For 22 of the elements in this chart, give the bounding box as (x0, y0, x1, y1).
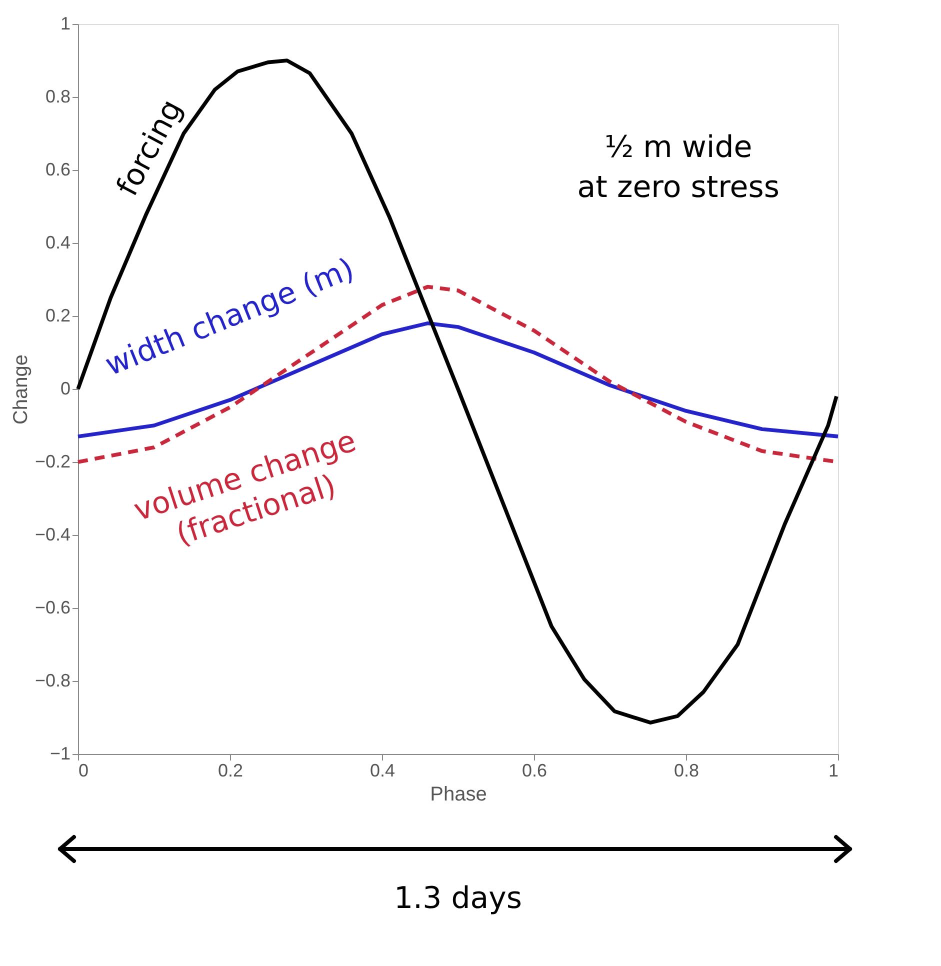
y-tick-label: −0.2 (34, 452, 70, 472)
annotation: ½ m wide at zero stress (577, 130, 780, 206)
x-axis-title: Phase (430, 784, 487, 806)
x-tick-label: 0.4 (370, 760, 396, 780)
line-series (76, 58, 838, 725)
y-tick-label: −0.4 (34, 524, 70, 544)
x-tick-label: 0.2 (218, 760, 244, 780)
x-tick-label: 0.8 (674, 760, 700, 780)
y-axis-title: Change (10, 354, 32, 425)
x-tick-label: 1 (828, 760, 838, 780)
y-tick-label: −1 (50, 744, 70, 764)
y-tick-label: −0.6 (34, 598, 70, 618)
y-tick-label: 0.4 (45, 232, 70, 252)
y-tick-label: 0.2 (45, 306, 70, 326)
x-tick-label: 0.6 (522, 760, 548, 780)
y-tick-label: 0.8 (45, 86, 70, 106)
x-tick-label: 0 (78, 760, 89, 780)
text: 1.3 days (394, 881, 522, 916)
y-tick-label: 0.6 (45, 160, 70, 180)
y-tick-label: −0.8 (34, 670, 70, 690)
y-tick-label: 0 (60, 378, 70, 398)
y-tick-label: 1 (60, 14, 70, 34)
